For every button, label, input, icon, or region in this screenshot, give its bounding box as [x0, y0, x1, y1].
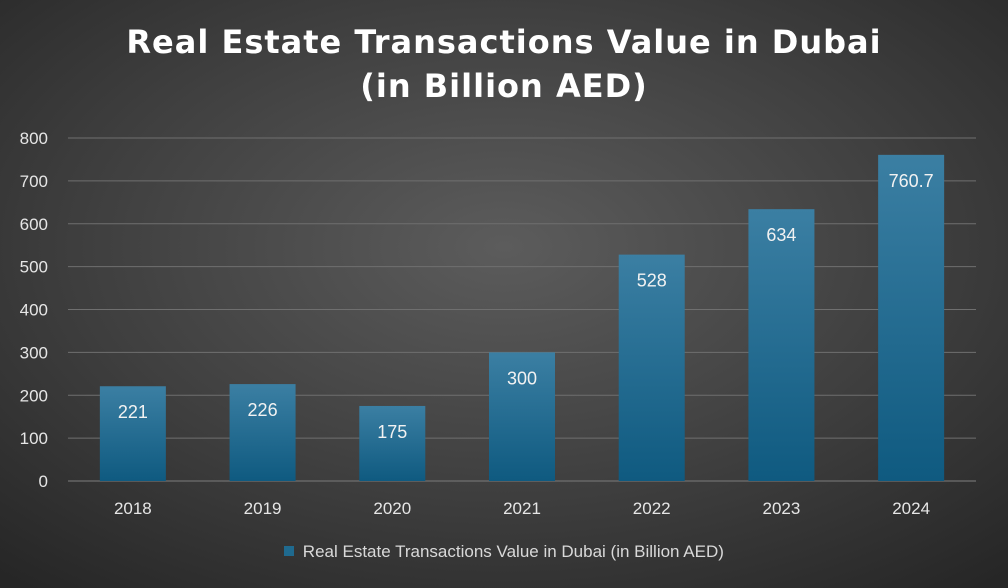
- data-label: 175: [377, 422, 407, 442]
- y-tick-label: 500: [20, 258, 48, 277]
- data-label: 300: [507, 368, 537, 388]
- x-tick-label: 2019: [244, 499, 282, 518]
- legend-label: Real Estate Transactions Value in Dubai …: [302, 542, 724, 561]
- y-tick-label: 300: [20, 343, 48, 362]
- y-tick-label: 200: [20, 386, 48, 405]
- chart-legend: Real Estate Transactions Value in Dubai …: [0, 541, 1008, 563]
- x-tick-label: 2024: [892, 499, 930, 518]
- legend-swatch: [284, 546, 295, 556]
- bar: [99, 386, 166, 481]
- chart-title-line-2: (in Billion AED): [360, 67, 648, 105]
- data-label: 528: [637, 271, 667, 291]
- x-tick-label: 2022: [633, 499, 671, 518]
- x-tick-label: 2023: [763, 499, 801, 518]
- data-label: 634: [766, 225, 796, 245]
- y-tick-label: 400: [20, 301, 48, 320]
- data-label: 221: [118, 402, 148, 422]
- bar: [748, 209, 815, 482]
- data-label: 760.7: [889, 171, 934, 191]
- chart-title: Real Estate Transactions Value in Dubai …: [0, 20, 1008, 108]
- bar: [878, 154, 945, 482]
- data-label: 226: [248, 400, 278, 420]
- x-tick-label: 2020: [373, 499, 411, 518]
- bar: [359, 405, 426, 481]
- y-tick-label: 100: [20, 429, 48, 448]
- y-tick-label: 0: [39, 472, 48, 491]
- y-tick-label: 600: [20, 215, 48, 234]
- y-tick-label: 700: [20, 172, 48, 191]
- x-tick-label: 2018: [114, 499, 152, 518]
- x-tick-label: 2021: [503, 499, 541, 518]
- bar: [618, 254, 685, 481]
- bar: [489, 352, 555, 481]
- bar: [229, 384, 296, 481]
- chart-title-line-1: Real Estate Transactions Value in Dubai: [126, 23, 882, 61]
- y-tick-label: 800: [20, 129, 48, 148]
